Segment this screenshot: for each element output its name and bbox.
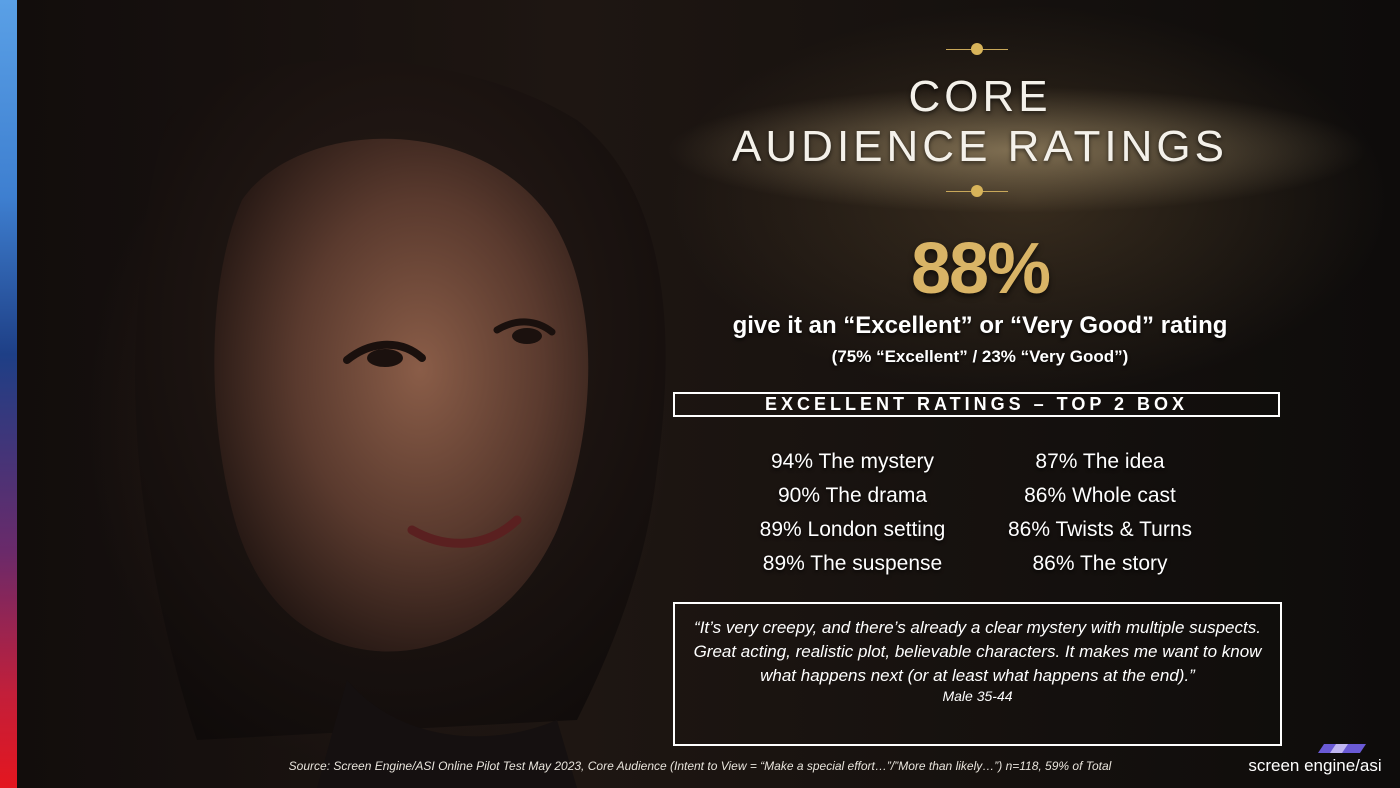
rating-item: 87% The idea [1035, 450, 1165, 473]
title-line-2: AUDIENCE RATINGS [732, 122, 1228, 171]
ratings-section-header: EXCELLENT RATINGS – TOP 2 BOX [673, 392, 1280, 417]
background-photo [17, 0, 1400, 788]
screen-engine-logo: screen engine/asi [1240, 740, 1390, 780]
quote-line-1: “It’s very creepy, and there’s already a… [694, 618, 1261, 637]
ratings-column-left: 94% The mystery 90% The drama 89% London… [700, 448, 1005, 584]
headline-label: give it an “Excellent” or “Very Good” ra… [732, 312, 1228, 339]
ornament-dot [971, 185, 983, 197]
headline-percentage: 88% [910, 229, 1051, 309]
quote-text: “It’s very creepy, and there’s already a… [683, 616, 1272, 688]
rating-item: 86% The story [1032, 552, 1168, 575]
ornament-bottom [946, 185, 1008, 199]
ornament-top [946, 43, 1008, 57]
headline-breakdown: (75% “Excellent” / 23% “Very Good”) [831, 347, 1129, 366]
ratings-column-right: 87% The idea 86% Whole cast 86% Twists &… [955, 448, 1245, 584]
rating-item: 94% The mystery [770, 450, 934, 473]
logo-text: screen engine/asi [1248, 756, 1382, 775]
rating-item: 86% Twists & Turns [1007, 518, 1193, 541]
ornament-dot [971, 43, 983, 55]
logo-mark-icon [1318, 744, 1366, 753]
sidebar-gradient-bar [0, 0, 17, 788]
rating-item: 89% The suspense [762, 552, 943, 575]
title-line-1: CORE [908, 72, 1052, 121]
rating-item: 86% Whole cast [1024, 484, 1176, 507]
quote-box: “It’s very creepy, and there’s already a… [673, 602, 1282, 746]
portrait-silhouette [135, 60, 666, 788]
quote-line-2: Great acting, realistic plot, believable… [693, 642, 1262, 661]
rating-item: 90% The drama [777, 484, 928, 507]
rating-item: 89% London setting [759, 518, 946, 541]
quote-attribution: Male 35-44 [942, 688, 1013, 704]
source-footnote: Source: Screen Engine/ASI Online Pilot T… [288, 759, 1112, 773]
quote-line-3: what happens next (or at least what happ… [760, 666, 1195, 685]
